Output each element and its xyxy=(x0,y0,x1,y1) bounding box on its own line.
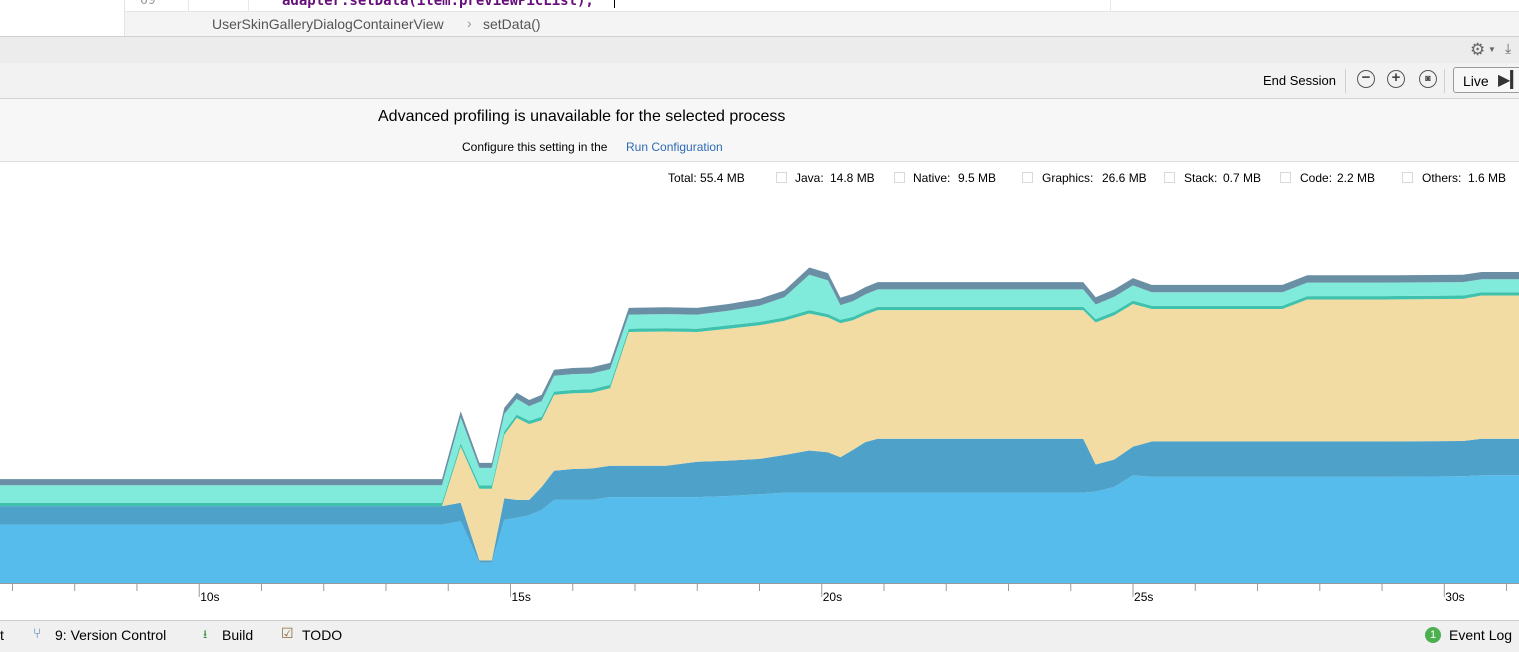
breadcrumb: UserSkinGalleryDialogContainerView › set… xyxy=(125,11,1519,37)
play-to-end-icon: ▶▎ xyxy=(1498,72,1519,89)
line-number: 69 xyxy=(140,0,156,8)
area-series-code xyxy=(0,274,1519,503)
zoom-out-icon[interactable]: − xyxy=(1357,70,1375,88)
tool-window-bar: t ⑂ 9: Version Control ⭳ Build ☑ TODO 1 … xyxy=(0,620,1519,652)
version-control-icon: ⑂ xyxy=(33,625,42,641)
right-margin-guide xyxy=(1110,0,1111,11)
tool-tab-version-control[interactable]: 9: Version Control xyxy=(55,627,167,643)
banner-title: Advanced profiling is unavailable for th… xyxy=(378,108,786,125)
hide-panel-icon[interactable]: ⤓ xyxy=(1505,40,1512,56)
breadcrumb-separator: › xyxy=(467,15,472,31)
legend-label-native: Native: xyxy=(913,171,951,185)
axis-tick-label: 10s xyxy=(200,590,219,604)
tool-window-header: ⚙ ▼ ⤓ xyxy=(0,36,1519,64)
breadcrumb-class[interactable]: UserSkinGalleryDialogContainerView xyxy=(212,16,444,32)
banner-subtitle: Configure this setting in the xyxy=(462,140,608,154)
area-series-graphics xyxy=(0,295,1519,561)
memory-legend: Total: 55.4 MB Java: 14.8 MB Native: 9.5… xyxy=(0,162,1519,190)
profiler-toolbar: End Session − + ◙ Live ▶▎ xyxy=(0,63,1519,99)
project-panel-edge xyxy=(0,0,125,36)
legend-total: Total: 55.4 MB xyxy=(668,171,745,185)
legend-swatch-graphics xyxy=(1022,172,1033,183)
axis-tick-label: 30s xyxy=(1445,590,1464,604)
legend-value-native: 9.5 MB xyxy=(958,171,997,185)
legend-label-stack: Stack: xyxy=(1184,171,1218,185)
legend-label-graphics: Graphics: xyxy=(1042,171,1094,185)
end-session-button[interactable]: End Session xyxy=(1263,73,1336,88)
code-line[interactable]: adapter.setData(item.previewPicList); xyxy=(282,0,594,9)
reset-zoom-icon[interactable]: ◙ xyxy=(1419,70,1437,88)
breadcrumb-method[interactable]: setData() xyxy=(483,16,541,32)
zoom-in-icon[interactable]: + xyxy=(1387,70,1405,88)
gear-icon[interactable]: ⚙ xyxy=(1470,40,1486,59)
legend-swatch-code xyxy=(1280,172,1291,183)
toolbar-separator xyxy=(1444,69,1445,93)
gutter-divider xyxy=(188,0,189,11)
legend-label-java: Java: xyxy=(795,171,824,185)
legend-label-others: Others: xyxy=(1422,171,1462,185)
tool-tab-fragment[interactable]: t xyxy=(0,627,4,643)
profiling-banner: Advanced profiling is unavailable for th… xyxy=(0,99,1519,162)
build-icon: ⭳ xyxy=(203,627,208,641)
legend-swatch-native xyxy=(894,172,905,183)
todo-icon: ☑ xyxy=(281,625,294,641)
text-caret xyxy=(614,0,615,8)
legend-value-others: 1.6 MB xyxy=(1468,171,1507,185)
area-series-java xyxy=(0,475,1519,583)
time-axis: 10s 15s 20s 25s 30s xyxy=(0,583,1519,604)
legend-label-code: Code: xyxy=(1300,171,1333,185)
legend-value-code: 2.2 MB xyxy=(1337,171,1376,185)
indent-guide xyxy=(248,0,249,11)
legend-swatch-others xyxy=(1402,172,1413,183)
axis-tick-label: 25s xyxy=(1134,590,1153,604)
event-count-badge: 1 xyxy=(1425,627,1441,643)
code-editor[interactable]: 69 adapter.setData(item.previewPicList); xyxy=(0,0,1519,11)
live-button[interactable]: Live ▶▎ xyxy=(1453,67,1519,93)
tool-tab-event-log[interactable]: Event Log xyxy=(1449,627,1513,643)
legend-value-graphics: 26.6 MB xyxy=(1102,171,1147,185)
legend-value-stack: 0.7 MB xyxy=(1223,171,1262,185)
legend-value-java: 14.8 MB xyxy=(830,171,875,185)
axis-tick-label: 15s xyxy=(511,590,530,604)
toolbar-separator xyxy=(1345,69,1346,93)
dropdown-arrow-icon[interactable]: ▼ xyxy=(1488,45,1496,54)
live-label: Live xyxy=(1463,73,1489,89)
memory-area-chart[interactable] xyxy=(0,190,1519,583)
run-configuration-link[interactable]: Run Configuration xyxy=(626,140,723,154)
legend-swatch-java xyxy=(776,172,787,183)
tool-tab-todo[interactable]: TODO xyxy=(302,627,343,643)
legend-swatch-stack xyxy=(1164,172,1175,183)
area-series-native xyxy=(0,438,1519,563)
tool-tab-build[interactable]: Build xyxy=(222,627,254,643)
axis-tick-label: 20s xyxy=(823,590,842,604)
